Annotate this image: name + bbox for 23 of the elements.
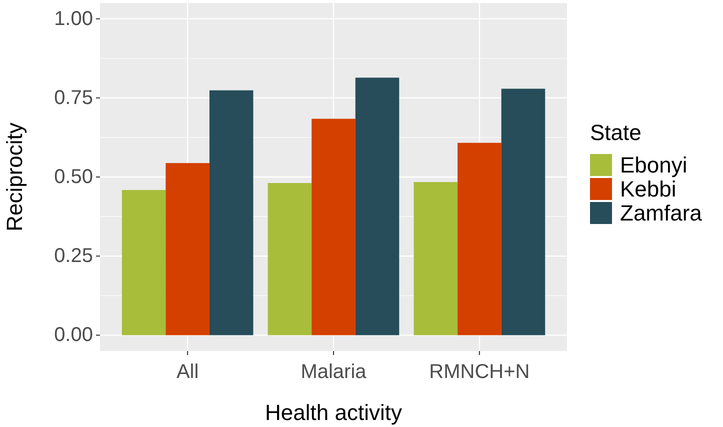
bar <box>312 118 356 336</box>
bar <box>122 190 166 336</box>
bar <box>458 142 502 336</box>
y-tick-label: 0.00 <box>54 324 93 346</box>
y-axis-title: Reciprocity <box>2 122 27 232</box>
y-tick-label: 0.25 <box>54 245 93 268</box>
x-axis-title: Health activity <box>265 400 402 425</box>
x-tick-label: Malaria <box>300 361 368 383</box>
legend-label: Zamfara <box>620 200 703 226</box>
bar <box>209 90 254 336</box>
bar <box>501 88 546 336</box>
bar <box>166 163 210 336</box>
legend-title: State <box>590 120 642 145</box>
bar <box>268 183 312 336</box>
bar <box>414 182 458 336</box>
legend-label: Ebonyi <box>620 152 688 178</box>
y-tick-label: 0.50 <box>54 166 93 188</box>
y-tick-label: 0.75 <box>54 86 93 109</box>
bar <box>355 78 400 336</box>
x-tick-label: All <box>176 361 199 383</box>
y-tick-label: 1.00 <box>54 8 93 30</box>
legend-label: Kebbi <box>620 176 676 202</box>
x-tick-label: RMNCH+N <box>429 361 530 383</box>
